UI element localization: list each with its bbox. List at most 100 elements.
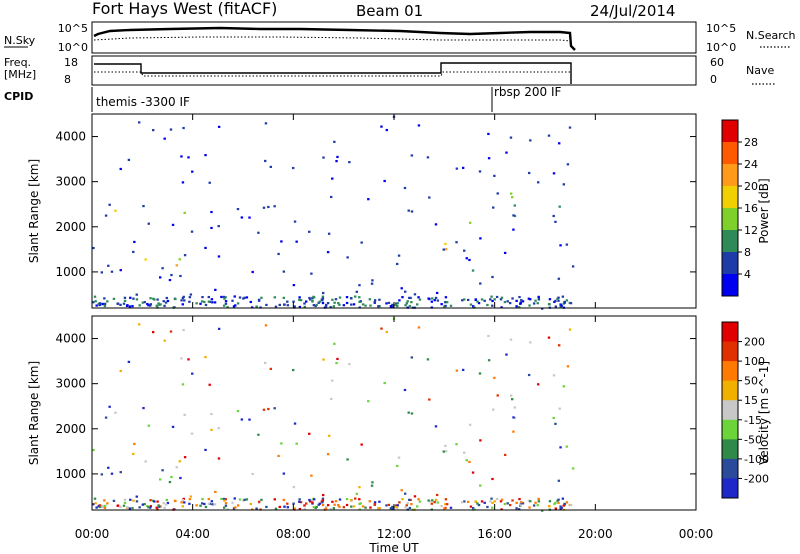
velocity-cell xyxy=(476,502,479,505)
velocity-cell xyxy=(513,406,517,409)
velocity-cell xyxy=(242,499,245,502)
power-cell xyxy=(396,304,399,308)
power-cell xyxy=(529,139,532,142)
power-cell xyxy=(478,170,482,173)
velocity-cell xyxy=(100,473,104,476)
power-cell xyxy=(483,299,486,302)
power-cell xyxy=(315,303,318,307)
velocity-cell xyxy=(122,504,126,507)
velocity-cell xyxy=(557,479,561,482)
power-cell xyxy=(183,211,186,214)
power-cell xyxy=(149,297,152,300)
power-cell xyxy=(143,301,146,304)
power-cell xyxy=(226,306,229,309)
power-cell xyxy=(558,205,561,208)
power-cell xyxy=(491,304,494,307)
power-cell xyxy=(318,300,321,303)
velocity-cell xyxy=(255,507,258,510)
power-cell xyxy=(158,276,162,279)
velocity-cell xyxy=(164,503,168,506)
velocity-cell xyxy=(517,508,521,511)
power-cell xyxy=(207,295,210,299)
power-cell xyxy=(469,303,473,306)
velocity-cell xyxy=(161,469,164,472)
power-cell xyxy=(248,216,251,219)
colorbar-tick-label: 8 xyxy=(744,246,751,259)
velocity-cell xyxy=(495,497,499,501)
power-cell xyxy=(141,301,145,304)
velocity-cell xyxy=(383,381,386,385)
power-cell xyxy=(333,301,336,304)
power-cell xyxy=(165,296,169,300)
power-cell xyxy=(352,303,356,306)
velocity-cell xyxy=(308,432,311,435)
velocity-cell xyxy=(528,506,531,509)
colorbar-tick-label: -200 xyxy=(744,472,769,485)
velocity-cell xyxy=(417,326,421,329)
power-cell xyxy=(273,205,276,208)
velocity-cell xyxy=(293,422,297,425)
y-tick-label: 3000 xyxy=(55,175,86,189)
power-cell xyxy=(354,295,357,298)
y-tick-label: 1000 xyxy=(55,265,86,279)
power-cell xyxy=(132,250,135,254)
power-cell xyxy=(325,303,328,307)
power-cell xyxy=(377,305,380,308)
power-cell xyxy=(521,300,525,303)
velocity-cell xyxy=(335,362,338,365)
power-cell xyxy=(203,300,206,304)
velocity-cell xyxy=(210,500,214,503)
power-cell xyxy=(442,248,445,251)
velocity-cell xyxy=(558,407,561,410)
velocity-cell xyxy=(265,505,268,509)
power-cell xyxy=(436,299,440,302)
velocity-cell xyxy=(210,412,213,416)
colorbar-tick-label: 28 xyxy=(744,136,758,149)
colorbar-swatch xyxy=(722,208,738,231)
power-cell xyxy=(282,270,286,273)
velocity-cell xyxy=(223,506,226,509)
velocity-cell xyxy=(557,498,560,501)
search-noise-line xyxy=(93,36,572,42)
cpid-label: CPID xyxy=(4,90,33,103)
velocity-cell xyxy=(428,398,431,401)
velocity-cell xyxy=(387,503,391,506)
freq-panel-frame xyxy=(91,55,697,86)
velocity-cell xyxy=(373,503,377,506)
velocity-cell xyxy=(321,497,325,500)
power-cell xyxy=(503,300,507,304)
velocity-cell xyxy=(119,505,122,508)
power-cell xyxy=(568,126,572,129)
power-cell xyxy=(338,296,342,299)
velocity-cell xyxy=(298,500,301,503)
velocity-cell xyxy=(293,507,296,510)
velocity-cell xyxy=(188,502,191,505)
velocity-cell xyxy=(107,466,110,469)
velocity-cell xyxy=(521,502,525,505)
power-cell xyxy=(204,303,208,307)
power-cell xyxy=(168,278,172,282)
power-cell xyxy=(364,304,367,307)
power-cell xyxy=(435,291,439,295)
velocity-cell xyxy=(166,501,170,505)
velocity-cell xyxy=(368,500,372,503)
velocity-cell xyxy=(224,502,228,505)
power-cell xyxy=(373,301,377,304)
power-cell xyxy=(158,303,161,306)
colorbar-tick-label: -15 xyxy=(744,414,762,427)
station-title: Fort Hays West (fitACF) xyxy=(92,0,277,18)
power-cell xyxy=(513,214,517,218)
velocity-cell xyxy=(312,506,316,509)
power-cell xyxy=(312,304,316,307)
velocity-cell xyxy=(217,427,220,430)
power-cell xyxy=(174,297,177,301)
velocity-cell xyxy=(155,506,158,509)
velocity-cell xyxy=(380,327,383,330)
power-cell xyxy=(503,251,507,255)
velocity-cell xyxy=(565,501,569,504)
power-cell xyxy=(391,305,395,308)
velocity-cell xyxy=(391,507,395,510)
velocity-cell xyxy=(298,498,301,501)
power-cell xyxy=(101,302,104,306)
